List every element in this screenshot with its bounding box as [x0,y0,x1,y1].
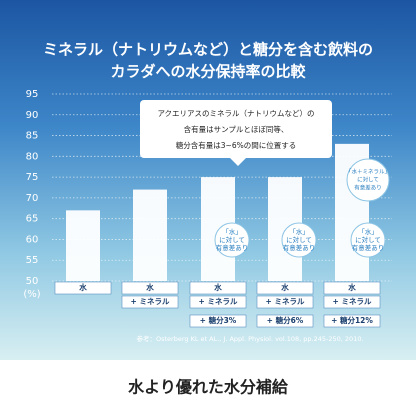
bubble-text: 「水」 [358,227,378,236]
callout-text: 含有量はサンプルとほぼ同等、 [184,124,289,134]
bar [66,210,100,281]
x-tick-label: + 糖分12% [331,315,373,325]
category-box [323,281,381,295]
category-box [323,295,381,309]
callout-box [140,100,332,158]
bubble-text: 「水」 [222,227,242,236]
x-tick-label: + ミネラル [333,297,372,306]
y-tick-label: 95 [26,89,39,100]
y-tick-label: 65 [26,214,39,225]
category-box [256,295,314,309]
x-tick-label: + 糖分6% [267,315,304,325]
bubble-text: 有意差あり [216,243,249,252]
x-tick-label: + ミネラル [199,297,238,306]
bubble-text: に対して [219,235,245,244]
x-tick-label: + ミネラル [266,297,305,306]
category-box [54,281,112,295]
footer-background [0,360,416,416]
x-tick-label: + ミネラル [131,297,170,306]
footer-text: 水より優れた水分補給 [128,378,289,397]
y-tick-label: 90 [26,110,39,121]
x-tick-label: 水 [348,282,356,292]
y-tick-label: 70 [26,193,39,204]
callout-text: 糖分含有量は3~6%の間に位置する [176,140,296,150]
category-box [189,314,247,328]
x-tick-label: 水 [214,282,222,292]
callout-text: アクエリアスのミネラル（ナトリウムなど）の [157,109,314,118]
bubble [281,222,317,258]
y-axis-label: (%) [23,289,40,300]
x-tick-label: 水 [281,282,289,292]
x-tick-label: 水 [79,282,87,292]
bar [133,189,167,281]
category-box [189,281,247,295]
chart-title: ミネラル（ナトリウムなど）と糖分を含む飲料の [43,41,373,59]
bubble [350,222,386,258]
y-tick-label: 80 [26,151,39,162]
reference: 参考：Osterberg KL et AL., J. Appl. Physiol… [136,334,363,343]
y-tick-label: 85 [26,131,39,142]
bubble [214,222,250,258]
x-tick-label: 水 [146,282,154,292]
callout-pointer [230,158,246,166]
bubble-text: 有意差あり [283,243,316,252]
x-tick-label: + 糖分3% [200,315,237,325]
y-tick-label: 60 [26,234,39,245]
category-box [121,281,179,295]
category-box [121,295,179,309]
category-box [189,295,247,309]
category-box [323,314,381,328]
bubble [346,158,390,202]
bubble-text: 「水」 [289,227,309,236]
bubble-text: 「水＋ミネラル」 [346,168,390,176]
bubble-text: に対して [355,235,381,244]
bubble-text: に対して [286,235,312,244]
bubble-text: 有意差あり [352,243,385,252]
category-box [256,281,314,295]
y-tick-label: 75 [26,172,39,183]
y-tick-label: 50 [26,276,39,287]
y-tick-label: 55 [26,255,39,266]
bubble-text: 有意差あり [354,184,382,192]
bubble-text: に対して [357,176,379,184]
chart-title: カラダへの水分保持率の比較 [110,63,306,81]
category-box [256,314,314,328]
